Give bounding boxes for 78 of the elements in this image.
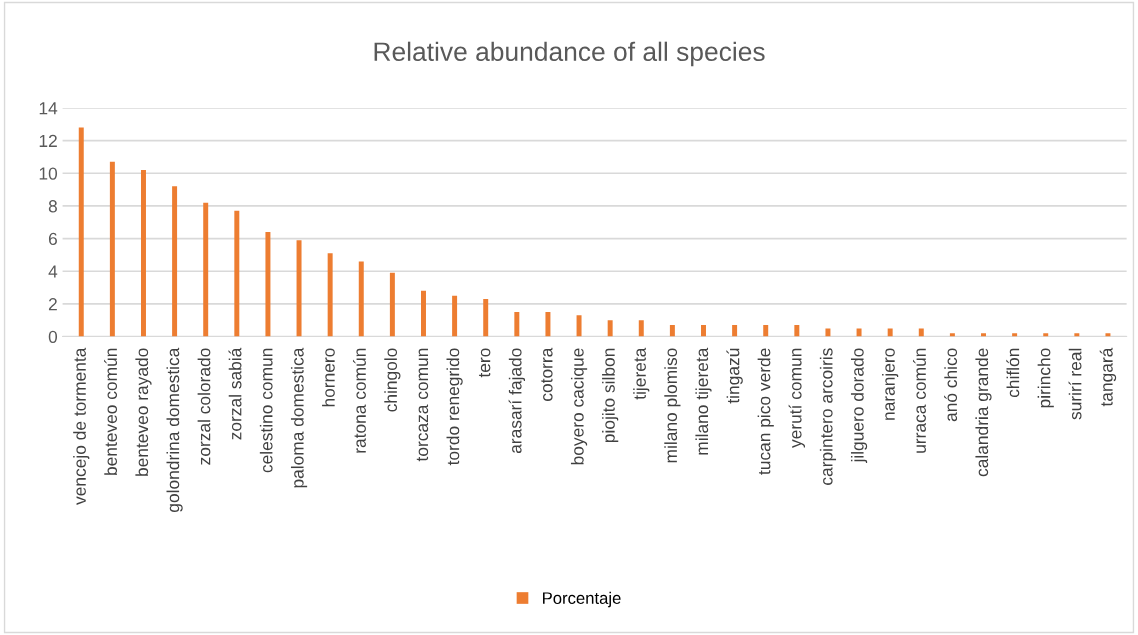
x-tick-label: naranjero bbox=[882, 348, 899, 420]
bar bbox=[918, 328, 924, 337]
bar bbox=[701, 325, 706, 337]
x-tick-label: carpintero arcoiris bbox=[819, 348, 837, 485]
bar bbox=[421, 290, 426, 337]
y-tick-label: 4 bbox=[48, 265, 58, 278]
x-tick-label: hornero bbox=[322, 348, 335, 407]
legend-label: Porcentaje bbox=[543, 591, 621, 608]
x-tick-label: milano plomiso bbox=[664, 348, 681, 463]
bar bbox=[856, 328, 862, 337]
bar bbox=[265, 232, 271, 337]
x-tick-label: anó chico bbox=[944, 348, 958, 422]
bar bbox=[140, 170, 146, 337]
y-tick-label: 12 bbox=[39, 134, 57, 147]
y-tick-label: 0 bbox=[48, 330, 58, 344]
y-tick-label: 6 bbox=[48, 232, 57, 246]
x-tick-label: benteveo rayado bbox=[135, 348, 152, 476]
bar bbox=[949, 333, 955, 337]
x-tick-label: zorzal sabiá bbox=[228, 347, 242, 440]
bar bbox=[607, 320, 613, 337]
bar bbox=[1012, 333, 1018, 337]
bar bbox=[1043, 333, 1049, 337]
x-tick-label: arasarí fajado bbox=[508, 348, 526, 454]
bar bbox=[78, 127, 84, 337]
y-tick-label: 2 bbox=[48, 298, 57, 311]
bar bbox=[576, 315, 582, 337]
bar bbox=[732, 325, 738, 337]
bar bbox=[887, 328, 893, 337]
x-tick-label: chiflón bbox=[1006, 348, 1020, 398]
x-tick-label: zorzal colorado bbox=[197, 348, 211, 465]
x-tick-label: benteveo común bbox=[104, 348, 118, 475]
bar bbox=[981, 333, 986, 337]
x-tick-label: tucan pico verde bbox=[757, 348, 774, 475]
x-tick-label: cotorra bbox=[541, 347, 553, 401]
bar bbox=[825, 328, 831, 337]
x-tick-label: urraca común bbox=[912, 348, 926, 453]
chart-title: Relative abundance of all species bbox=[374, 41, 765, 67]
x-tick-label: yerutí comun bbox=[788, 348, 806, 448]
x-tick-label: tero bbox=[478, 348, 491, 378]
x-tick-label: chingolo bbox=[384, 348, 401, 412]
x-tick-label: piojito silbon bbox=[602, 348, 619, 443]
x-tick-label: jilguero dorado bbox=[850, 348, 868, 463]
bar bbox=[514, 312, 520, 337]
x-tick-label: surirí real bbox=[1068, 348, 1082, 420]
x-tick-label: tijereta bbox=[633, 347, 650, 400]
bar bbox=[1074, 333, 1080, 337]
x-tick-label: celestino comun bbox=[259, 348, 273, 473]
bar bbox=[172, 186, 178, 337]
x-tick-label: tordo renegrido bbox=[446, 348, 463, 466]
bar bbox=[327, 253, 333, 337]
x-tick-label: tingazú bbox=[726, 348, 743, 404]
bar bbox=[296, 240, 302, 337]
bar bbox=[794, 325, 800, 337]
y-tick-label: 8 bbox=[48, 200, 57, 213]
bar bbox=[483, 298, 489, 337]
bar bbox=[452, 295, 458, 337]
y-tick-label: 14 bbox=[39, 102, 58, 115]
bar bbox=[389, 272, 395, 337]
x-tick-label: calandria grande bbox=[975, 348, 992, 477]
bar bbox=[763, 325, 769, 337]
x-tick-label: vencejo de tormenta bbox=[73, 347, 90, 505]
bar bbox=[203, 202, 209, 337]
x-tick-label: paloma domestica bbox=[290, 347, 308, 488]
x-tick-label: milano tijereta bbox=[695, 347, 712, 455]
bar bbox=[669, 325, 675, 337]
y-tick-label: 10 bbox=[39, 167, 58, 180]
bar bbox=[234, 210, 240, 337]
x-tick-label: torcaza comun bbox=[416, 348, 429, 462]
bar bbox=[638, 320, 644, 337]
x-tick-label: tangará bbox=[1099, 347, 1117, 407]
x-tick-label: pirincho bbox=[1037, 348, 1054, 408]
bar bbox=[1105, 333, 1111, 337]
bar bbox=[109, 161, 115, 337]
x-tick-label: golondrina domestica bbox=[166, 347, 183, 512]
bar bbox=[545, 312, 551, 337]
x-tick-label: boyero cacique bbox=[570, 348, 588, 465]
bar bbox=[358, 261, 364, 337]
x-tick-label: ratona común bbox=[352, 348, 366, 453]
